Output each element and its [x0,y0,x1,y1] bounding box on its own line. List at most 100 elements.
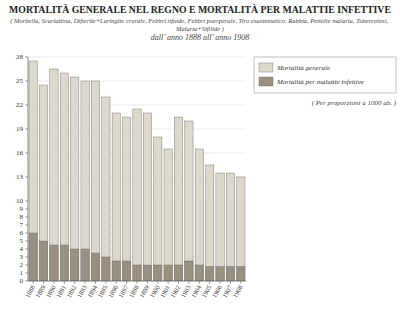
y-tick-label: 0 [20,277,24,285]
bar [112,261,120,281]
bar [81,249,89,281]
legend-label-line: Mortalità generale [276,64,330,72]
bar [71,77,79,281]
y-tick-label: 19 [16,125,24,133]
bar [112,113,120,281]
x-tick [74,281,75,284]
y-tick [25,209,28,210]
bar [195,265,203,281]
bar [206,267,214,281]
bar [185,121,193,281]
title: MORTALITÀ GENERALE NEL REGNO E MORTALITÀ… [9,4,391,15]
bar [195,149,203,281]
y-tick-label: 13 [16,173,24,181]
x-tick [230,281,231,284]
legend: Mortalità generale Mortalità per malattie… [254,57,396,93]
y-tick-label: 16 [16,149,24,157]
y-tick [25,217,28,218]
y-tick [25,241,28,242]
x-tick [64,281,65,284]
bars [29,61,245,281]
y-tick [25,273,28,274]
y-tick [25,57,28,58]
y-tick-label: 2 [20,261,24,269]
bar [154,265,162,281]
y-tick-label: 4 [20,245,24,253]
legend-label-line: Mortalità per malattie infettive [276,78,364,86]
bar [154,137,162,281]
bar [237,177,245,281]
bar [60,245,68,281]
y-tick [25,201,28,202]
x-tick [240,281,241,284]
y-tick [25,153,28,154]
x-tick [220,281,221,284]
x-tick [168,281,169,284]
y-tick [25,249,28,250]
x-tick [188,281,189,284]
y-tick-label: 9 [20,205,24,213]
x-tick [85,281,86,284]
y-tick [25,281,28,282]
bar [122,117,130,281]
x-tick [116,281,117,284]
grid-line [28,57,246,58]
bar [143,113,151,281]
chart: MORTALITÀ GENERALE NEL REGNO E MORTALITÀ… [0,0,400,311]
x-tick [209,281,210,284]
bar [143,265,151,281]
bar [50,69,58,281]
x-tick [33,281,34,284]
bar [174,265,182,281]
y-tick-label: 8 [20,213,24,221]
bar [133,265,141,281]
bar [102,257,110,281]
y-tick-label: 25 [16,77,24,85]
y-tick-label: 22 [16,101,24,109]
x-tick [178,281,179,284]
bar [174,117,182,281]
y-tick [25,81,28,82]
bar [50,245,58,281]
bar [237,267,245,281]
bar [226,173,234,281]
bar [91,81,99,281]
x-tick [95,281,96,284]
y-tick [25,177,28,178]
y-tick [25,105,28,106]
subtitle: dall’ anno 1888 all’ anno 1908 [151,33,249,42]
y-tick-label: 1 [20,269,24,277]
bar [91,253,99,281]
legend-label: Mortalità generale [276,64,330,72]
legend-swatch [259,77,273,86]
bar [71,249,79,281]
bar [39,85,47,281]
y-tick [25,225,28,226]
bar [216,267,224,281]
subtitle: ( Morbella, Scarlattina, Difterite+Larin… [10,17,389,33]
x-tick [147,281,148,284]
bar [133,109,141,281]
annotation-line: ( Per proporzioni a 1000 ab. ) [312,99,397,107]
x-tick [126,281,127,284]
bar [164,265,172,281]
bar [60,73,68,281]
legend-frame [254,57,396,93]
x-tick [199,281,200,284]
y-tick [25,265,28,266]
x-tick [105,281,106,284]
bar [29,61,37,281]
bar [206,165,214,281]
y-tick [25,233,28,234]
bar [29,233,37,281]
bar [81,81,89,281]
bar [226,267,234,281]
bar [122,261,130,281]
y-tick [25,129,28,130]
subtitle-line: dall’ anno 1888 all’ anno 1908 [151,33,249,42]
x-tick [43,281,44,284]
bar [185,261,193,281]
y-tick-label: 3 [20,253,24,261]
x-tick-label: 1908 [231,284,244,299]
bar [216,173,224,281]
